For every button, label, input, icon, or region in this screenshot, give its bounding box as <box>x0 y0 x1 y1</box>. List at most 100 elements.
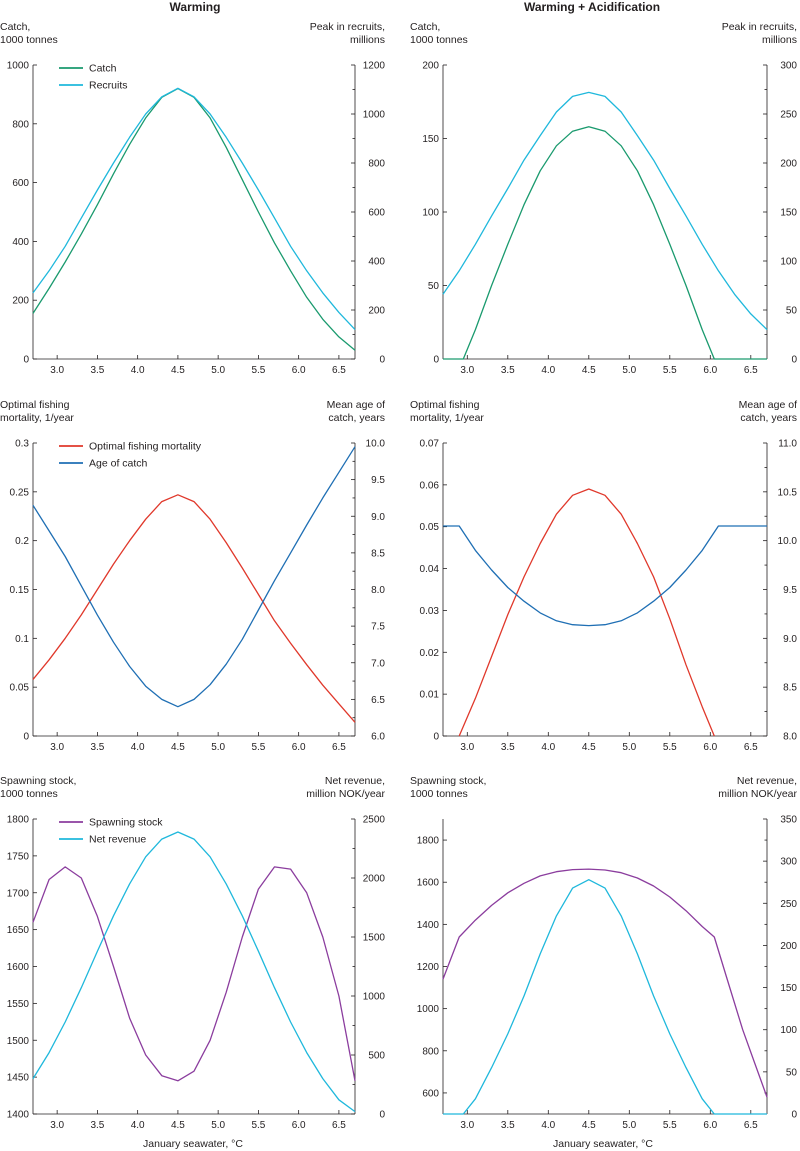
x-tick-label: 5.5 <box>251 1120 265 1131</box>
right-tick-label: 10.0 <box>778 536 798 547</box>
column-title-warming-acidification: Warming + Acidification <box>524 0 660 14</box>
legend-label: Recruits <box>89 80 128 92</box>
right-tick-label: 8.0 <box>371 585 385 596</box>
right-axis-title-line2: million NOK/year <box>718 788 797 800</box>
left-tick-label: 400 <box>12 237 29 248</box>
x-tick-label: 6.5 <box>744 1120 758 1131</box>
right-tick-label: 50 <box>786 1067 798 1078</box>
x-tick-label: 3.0 <box>460 365 474 376</box>
x-tick-label: 4.0 <box>131 742 145 753</box>
right-tick-label: 250 <box>780 899 797 910</box>
legend-label: Optimal fishing mortality <box>89 441 202 453</box>
left-tick-label: 0 <box>433 355 439 366</box>
series-line-spawning-stock <box>442 868 768 1098</box>
x-tick-label: 4.5 <box>582 1120 596 1131</box>
left-tick-label: 1600 <box>7 962 30 973</box>
right-tick-label: 6.5 <box>371 695 385 706</box>
right-axis-title-line1: Peak in recruits, <box>722 21 797 33</box>
x-tick-label: 4.5 <box>171 365 185 376</box>
x-tick-label: 6.5 <box>332 365 346 376</box>
left-tick-label: 1800 <box>7 815 30 826</box>
x-tick-label: 6.0 <box>292 742 306 753</box>
series-line-optimal-fishing-mortality <box>458 488 715 737</box>
legend-label: Catch <box>89 63 117 75</box>
left-tick-label: 1400 <box>7 1110 30 1121</box>
right-axis-title-line2: catch, years <box>740 412 797 424</box>
left-axis-title-line2: 1000 tonnes <box>0 788 58 800</box>
left-axis-title-line2: mortality, 1/year <box>0 412 74 424</box>
x-tick-label: 4.0 <box>541 1120 555 1131</box>
right-tick-label: 8.5 <box>783 683 797 694</box>
x-tick-label: 6.0 <box>703 1120 717 1131</box>
right-axis-title-line1: Net revenue, <box>737 775 797 787</box>
left-axis-title-line2: 1000 tonnes <box>0 34 58 46</box>
x-tick-label: 6.5 <box>744 742 758 753</box>
x-tick-label: 6.0 <box>292 365 306 376</box>
x-tick-label: 6.0 <box>292 1120 306 1131</box>
right-axis-title-line2: million NOK/year <box>306 788 385 800</box>
left-axis-title-line1: Optimal fishing <box>410 399 480 411</box>
x-tick-label: 5.5 <box>251 365 265 376</box>
x-tick-label: 3.5 <box>90 365 104 376</box>
x-tick-label: 4.0 <box>541 365 555 376</box>
x-tick-label: 3.5 <box>501 365 515 376</box>
right-tick-label: 10.0 <box>366 439 386 450</box>
left-tick-label: 0.01 <box>420 690 440 701</box>
right-tick-label: 150 <box>780 208 797 219</box>
left-tick-label: 1000 <box>7 61 30 72</box>
left-tick-label: 0.3 <box>15 439 29 450</box>
x-tick-label: 5.0 <box>622 742 636 753</box>
left-tick-label: 1200 <box>417 962 440 973</box>
column-title-warming: Warming <box>170 0 221 14</box>
x-tick-label: 3.5 <box>90 1120 104 1131</box>
x-tick-label: 6.5 <box>744 365 758 376</box>
right-tick-label: 0 <box>791 1110 797 1121</box>
x-tick-label: 3.0 <box>50 365 64 376</box>
series-line-recruits <box>32 87 356 331</box>
right-tick-label: 10.5 <box>778 487 798 498</box>
right-tick-label: 800 <box>368 159 385 170</box>
right-tick-label: 400 <box>368 257 385 268</box>
left-tick-label: 0.03 <box>420 606 440 617</box>
right-tick-label: 9.5 <box>371 475 385 486</box>
right-tick-label: 9.0 <box>371 512 385 523</box>
x-tick-label: 4.0 <box>541 742 555 753</box>
left-tick-label: 0 <box>433 732 439 743</box>
x-tick-label: 4.0 <box>131 1120 145 1131</box>
x-tick-label: 5.0 <box>211 742 225 753</box>
right-tick-label: 1200 <box>363 61 386 72</box>
left-tick-label: 1650 <box>7 925 30 936</box>
legend-label: Net revenue <box>89 834 146 846</box>
right-tick-label: 500 <box>368 1051 385 1062</box>
right-tick-label: 100 <box>780 1025 797 1036</box>
left-tick-label: 0 <box>23 355 29 366</box>
panel-p6: Spawning stock,1000 tonnes Net revenue,mi… <box>410 775 797 1131</box>
right-axis-title-line1: Net revenue, <box>325 775 385 787</box>
right-axis-title-line2: millions <box>350 34 385 46</box>
panel-p5: Spawning stock,1000 tonnes Net revenue,mi… <box>0 775 385 1131</box>
x-tick-label: 3.5 <box>501 742 515 753</box>
x-tick-label: 4.5 <box>582 365 596 376</box>
x-tick-label: 5.5 <box>251 742 265 753</box>
left-tick-label: 0.25 <box>10 487 30 498</box>
right-tick-label: 8.5 <box>371 548 385 559</box>
right-tick-label: 1000 <box>363 110 386 121</box>
right-tick-label: 350 <box>780 815 797 826</box>
left-tick-label: 0.05 <box>420 522 440 533</box>
right-axis-title-line1: Peak in recruits, <box>310 21 385 33</box>
left-tick-label: 1400 <box>417 920 440 931</box>
x-tick-label: 3.0 <box>460 1120 474 1131</box>
left-tick-label: 1700 <box>7 888 30 899</box>
right-tick-label: 200 <box>780 941 797 952</box>
x-tick-label: 3.5 <box>90 742 104 753</box>
x-tick-label: 6.5 <box>332 1120 346 1131</box>
legend-label: Age of catch <box>89 458 148 470</box>
right-tick-label: 300 <box>780 61 797 72</box>
right-tick-label: 1500 <box>363 933 386 944</box>
left-tick-label: 0.05 <box>10 683 30 694</box>
right-tick-label: 150 <box>780 983 797 994</box>
right-tick-label: 200 <box>368 306 385 317</box>
x-tick-label: 4.5 <box>582 742 596 753</box>
